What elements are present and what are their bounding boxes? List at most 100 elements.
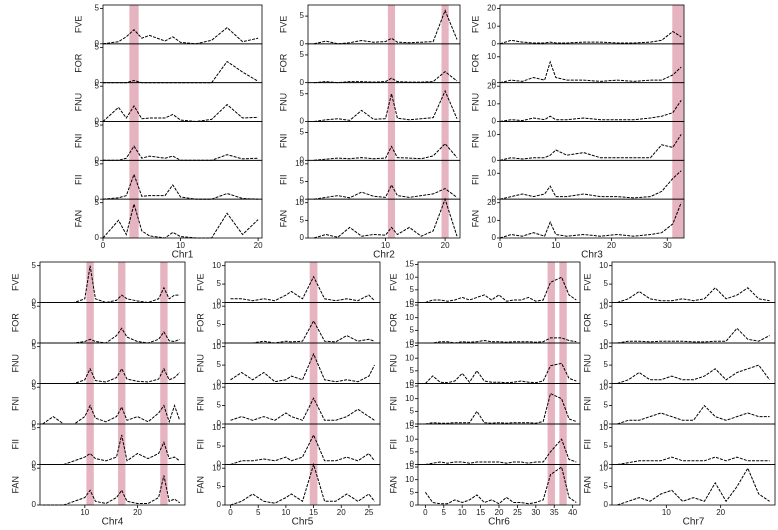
y-tick-label: 5: [300, 128, 305, 137]
y-tick-label: 10: [212, 382, 221, 391]
y-tick-label: 5: [300, 89, 305, 98]
trait-curve: [617, 404, 770, 425]
y-tick-label: 5: [95, 120, 100, 129]
trait-curve: [42, 265, 180, 304]
trait-curve: [313, 142, 458, 161]
track-frame: [102, 121, 263, 161]
track-label: FII: [195, 439, 205, 450]
y-tick-label: 0: [32, 460, 37, 469]
y-tick-label: 5: [410, 487, 415, 496]
y-tick-label: 5: [217, 401, 222, 410]
track-frame: [307, 82, 461, 122]
track-frame: [224, 383, 381, 425]
x-tick-label: 30: [663, 241, 672, 250]
y-tick-label: 10: [405, 475, 414, 484]
trait-curve: [42, 434, 180, 465]
y-tick-label: 0: [604, 500, 609, 509]
y-tick-label: 0: [410, 379, 415, 388]
track-label: FOR: [73, 53, 83, 72]
y-tick-label: 10: [599, 342, 608, 351]
x-axis-label: Chr2: [373, 250, 395, 261]
track-frame: [307, 121, 461, 161]
trait-curve: [230, 275, 375, 302]
y-tick-label: 10: [212, 423, 221, 432]
y-tick-label: 5: [604, 401, 609, 410]
trait-curve: [102, 103, 259, 123]
y-tick-label: 10: [295, 159, 304, 168]
trait-curve: [313, 197, 458, 239]
y-tick-label: 10: [487, 52, 496, 61]
x-axis-label: Chr6: [488, 517, 510, 525]
trait-curve: [42, 404, 181, 425]
y-tick-label: 0: [492, 78, 497, 87]
x-tick-label: 35: [550, 508, 559, 517]
y-tick-label: 20: [487, 81, 496, 90]
track-label: FVE: [10, 273, 20, 291]
y-tick-label: 0: [95, 117, 100, 126]
track-label: FNI: [278, 134, 288, 149]
track-label: FOR: [582, 313, 592, 332]
track-frame: [224, 464, 381, 506]
y-tick-label: 0: [300, 39, 305, 48]
y-tick-label: 5: [32, 261, 37, 270]
y-tick-label: 5: [410, 406, 415, 415]
track-label: FII: [278, 175, 288, 186]
trait-curve: [499, 202, 682, 239]
track-frame: [102, 198, 263, 239]
trait-curve: [425, 392, 577, 425]
track-frame: [417, 302, 581, 344]
trait-curve: [499, 30, 682, 45]
track-label: FNI: [10, 397, 20, 412]
track-label: FAN: [278, 210, 288, 228]
track-label: FII: [582, 439, 592, 450]
track-label: FAN: [10, 476, 20, 494]
track-frame: [611, 423, 776, 465]
trait-curve: [499, 100, 682, 122]
y-tick-label: 20: [487, 4, 496, 13]
track-label: FNU: [388, 354, 398, 373]
track-label: FNU: [195, 354, 205, 373]
x-axis-label: Chr4: [102, 517, 124, 525]
track-label: FOR: [10, 313, 20, 332]
y-tick-label: 5: [95, 42, 100, 51]
track-frame: [611, 383, 776, 425]
track-frame: [611, 261, 776, 303]
x-tick-label: 30: [531, 508, 540, 517]
y-tick-label: 5: [300, 177, 305, 186]
y-tick-label: 0: [300, 78, 305, 87]
y-tick-label: 0: [410, 419, 415, 428]
y-tick-label: 0: [217, 338, 222, 347]
y-tick-label: 10: [487, 215, 496, 224]
x-tick-label: 10: [281, 508, 290, 517]
y-tick-label: 5: [410, 325, 415, 334]
y-tick-label: 0: [32, 298, 37, 307]
trait-curve: [103, 60, 259, 84]
y-tick-label: 5: [217, 360, 222, 369]
track-frame: [417, 383, 581, 425]
y-tick-label: 15: [405, 462, 414, 471]
track-label: FII: [73, 175, 83, 186]
track-label: FVE: [278, 16, 288, 34]
track-label: FOR: [195, 313, 205, 332]
x-tick-label: 20: [337, 508, 346, 517]
y-tick-label: 0: [32, 379, 37, 388]
track-frame: [499, 121, 685, 161]
y-tick-label: 0: [604, 338, 609, 347]
track-frame: [611, 342, 776, 384]
track-frame: [499, 198, 685, 239]
track-frame: [417, 261, 581, 303]
track-label: FAN: [73, 210, 83, 228]
y-tick-label: 0: [604, 298, 609, 307]
track-label: FNU: [10, 354, 20, 373]
y-tick-label: 10: [487, 130, 496, 139]
x-tick-label: 10: [458, 508, 467, 517]
y-tick-label: 5: [32, 423, 37, 432]
x-tick-label: 0: [228, 508, 233, 517]
trait-curve: [617, 364, 771, 384]
trait-curve: [313, 89, 458, 122]
trait-curve: [499, 170, 682, 200]
y-tick-label: 10: [599, 463, 608, 472]
trait-curve: [313, 183, 458, 200]
x-tick-label: 5: [256, 508, 261, 517]
trait-curve: [617, 456, 770, 465]
